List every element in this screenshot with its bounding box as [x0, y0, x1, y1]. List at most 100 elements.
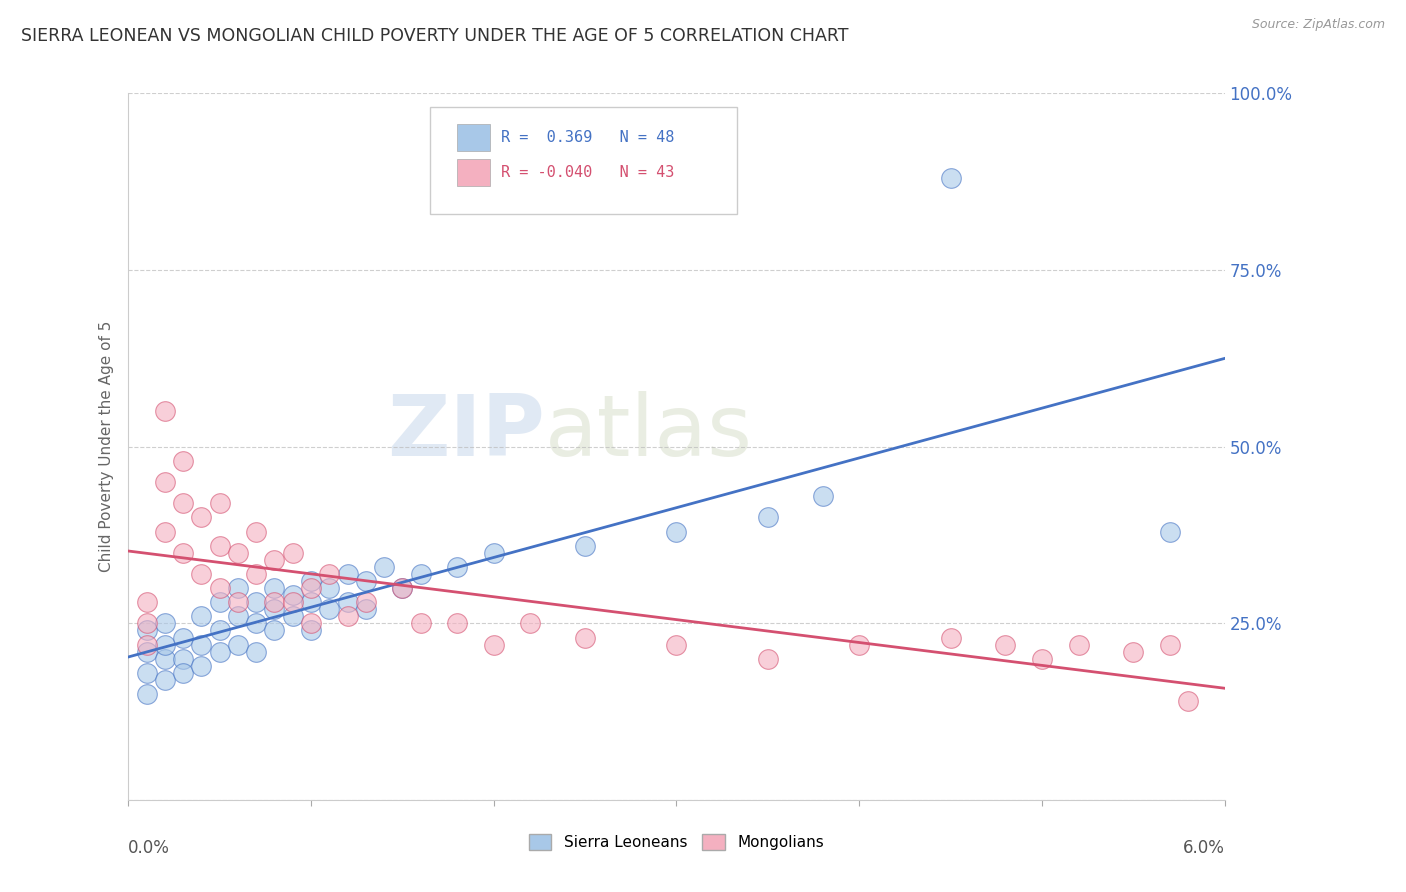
Point [226, 609, 249, 624]
Point [318, 581, 340, 595]
Point [245, 566, 267, 581]
Point [263, 581, 285, 595]
Point [354, 595, 377, 609]
Text: R = -0.040   N = 43: R = -0.040 N = 43 [501, 165, 675, 180]
Point [1067, 638, 1090, 652]
Point [281, 546, 304, 560]
Point [190, 510, 212, 524]
Point [172, 665, 194, 680]
Point [245, 616, 267, 631]
Point [811, 489, 834, 503]
Point [208, 496, 231, 510]
FancyBboxPatch shape [457, 159, 491, 186]
Point [281, 588, 304, 602]
Point [354, 574, 377, 588]
Point [245, 645, 267, 659]
Point [1177, 694, 1199, 708]
Point [208, 595, 231, 609]
Point [153, 616, 176, 631]
Point [665, 524, 688, 539]
Point [135, 665, 157, 680]
Point [446, 559, 468, 574]
Point [574, 539, 596, 553]
Point [153, 524, 176, 539]
Point [281, 609, 304, 624]
Text: SIERRA LEONEAN VS MONGOLIAN CHILD POVERTY UNDER THE AGE OF 5 CORRELATION CHART: SIERRA LEONEAN VS MONGOLIAN CHILD POVERT… [21, 27, 849, 45]
Point [135, 645, 157, 659]
Point [263, 602, 285, 616]
Text: ZIP: ZIP [387, 391, 546, 474]
Point [756, 651, 779, 665]
Point [391, 581, 413, 595]
Text: R =  0.369   N = 48: R = 0.369 N = 48 [501, 129, 675, 145]
Point [519, 616, 541, 631]
Point [299, 595, 322, 609]
Point [281, 595, 304, 609]
Point [939, 631, 962, 645]
Y-axis label: Child Poverty Under the Age of 5: Child Poverty Under the Age of 5 [100, 321, 114, 573]
Point [1031, 651, 1053, 665]
Point [299, 624, 322, 638]
Point [135, 624, 157, 638]
Point [318, 602, 340, 616]
Point [153, 651, 176, 665]
Point [172, 631, 194, 645]
Point [226, 546, 249, 560]
Point [446, 616, 468, 631]
Point [354, 602, 377, 616]
Legend: Sierra Leoneans, Mongolians: Sierra Leoneans, Mongolians [523, 828, 831, 856]
Point [172, 496, 194, 510]
Point [263, 595, 285, 609]
Point [756, 510, 779, 524]
Point [135, 595, 157, 609]
Point [153, 638, 176, 652]
Point [190, 658, 212, 673]
Point [208, 581, 231, 595]
Point [190, 609, 212, 624]
Text: 0.0%: 0.0% [128, 839, 170, 857]
Point [172, 546, 194, 560]
Point [208, 539, 231, 553]
Point [391, 581, 413, 595]
Point [208, 645, 231, 659]
Point [939, 171, 962, 186]
Point [172, 454, 194, 468]
Point [482, 546, 505, 560]
Point [1159, 524, 1181, 539]
Point [336, 566, 359, 581]
Point [1159, 638, 1181, 652]
Point [190, 638, 212, 652]
Point [153, 404, 176, 418]
Point [336, 595, 359, 609]
FancyBboxPatch shape [430, 108, 737, 213]
Point [1122, 645, 1144, 659]
Point [336, 609, 359, 624]
Point [135, 616, 157, 631]
Point [994, 638, 1017, 652]
Point [482, 638, 505, 652]
Point [190, 566, 212, 581]
Point [299, 581, 322, 595]
Point [208, 624, 231, 638]
Point [263, 624, 285, 638]
Point [299, 574, 322, 588]
FancyBboxPatch shape [457, 124, 491, 151]
Point [373, 559, 395, 574]
Point [172, 651, 194, 665]
Point [263, 553, 285, 567]
Point [135, 638, 157, 652]
Point [299, 616, 322, 631]
Point [409, 616, 432, 631]
Point [226, 638, 249, 652]
Text: 6.0%: 6.0% [1182, 839, 1225, 857]
Point [153, 673, 176, 687]
Text: Source: ZipAtlas.com: Source: ZipAtlas.com [1251, 18, 1385, 31]
Point [226, 581, 249, 595]
Point [226, 595, 249, 609]
Point [135, 687, 157, 701]
Point [574, 631, 596, 645]
Point [245, 524, 267, 539]
Point [245, 595, 267, 609]
Point [409, 566, 432, 581]
Text: atlas: atlas [546, 391, 752, 474]
